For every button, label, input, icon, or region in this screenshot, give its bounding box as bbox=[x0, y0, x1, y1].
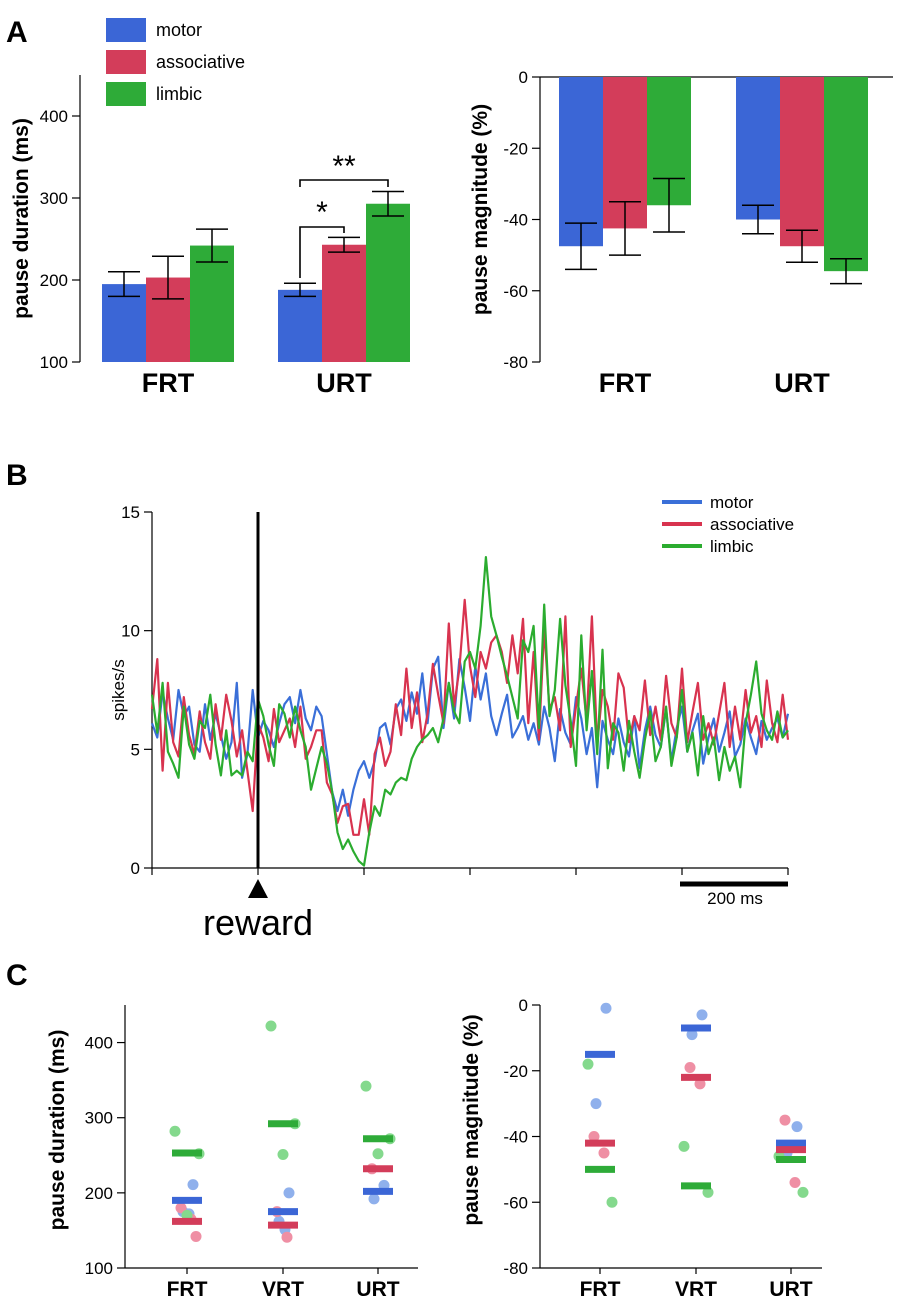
chart-pause-duration-bar: 100 200 300 400 pause duration (ms) FRT URT ***… bbox=[10, 18, 410, 398]
y-tick-label: -80 bbox=[503, 1259, 528, 1278]
point-motor bbox=[600, 1002, 612, 1014]
significance-label: * bbox=[316, 196, 328, 229]
point-associative bbox=[588, 1131, 600, 1142]
point-associative bbox=[789, 1177, 801, 1189]
y-tick-label: -20 bbox=[503, 139, 528, 158]
point-motor bbox=[187, 1179, 199, 1191]
bar-associative-urt bbox=[780, 77, 824, 247]
y-tick-label: -60 bbox=[503, 1193, 528, 1212]
legend-label-motor: motor bbox=[710, 493, 754, 512]
chart-pause-magnitude-scatter: 0 -20 -40 -60 -80 pause magnitude (%) FRT VRT UR… bbox=[460, 996, 822, 1300]
point-limbic bbox=[265, 1020, 277, 1032]
y-tick-label: -40 bbox=[503, 211, 528, 230]
y-axis-label: pause duration (ms) bbox=[46, 1030, 69, 1231]
reward-label: reward bbox=[203, 902, 313, 943]
bar-limbic-urt bbox=[366, 203, 410, 362]
y-tick-label: 400 bbox=[40, 107, 68, 126]
category-label-frt: FRT bbox=[599, 368, 652, 398]
y-tick-label: -80 bbox=[503, 353, 528, 372]
point-associative bbox=[598, 1147, 610, 1159]
point-associative bbox=[175, 1202, 187, 1214]
legend-swatch-associative bbox=[106, 50, 146, 74]
y-tick-label: 0 bbox=[519, 996, 528, 1015]
point-limbic bbox=[372, 1148, 384, 1160]
point-motor bbox=[696, 1009, 708, 1021]
point-motor bbox=[791, 1121, 803, 1133]
point-limbic bbox=[169, 1125, 181, 1137]
category-label-urt: URT bbox=[769, 1278, 812, 1300]
bar-motor-frt bbox=[559, 77, 603, 247]
category-label-vrt: VRT bbox=[675, 1278, 717, 1300]
legend-label-limbic: limbic bbox=[710, 537, 754, 556]
y-tick-label: 100 bbox=[85, 1259, 113, 1278]
y-tick-label: 300 bbox=[85, 1109, 113, 1128]
significance-bracket-motor-limbic bbox=[299, 179, 389, 187]
legend-swatch-limbic bbox=[106, 82, 146, 106]
y-tick-label: 0 bbox=[131, 859, 140, 878]
y-axis-label: pause magnitude (%) bbox=[469, 104, 492, 315]
point-limbic bbox=[702, 1186, 714, 1198]
bar-motor-urt bbox=[736, 77, 780, 220]
point-limbic bbox=[360, 1080, 372, 1092]
y-tick-label: 100 bbox=[40, 353, 68, 372]
bar-limbic-urt bbox=[824, 77, 868, 272]
panel-label-b: B bbox=[6, 459, 28, 492]
category-label-frt: FRT bbox=[167, 1278, 208, 1300]
point-associative bbox=[281, 1231, 293, 1243]
point-motor bbox=[283, 1187, 295, 1199]
category-label-urt: URT bbox=[774, 368, 830, 398]
point-motor bbox=[368, 1193, 380, 1205]
y-tick-label: 10 bbox=[121, 622, 140, 641]
panel-label-c: C bbox=[6, 959, 28, 992]
y-tick-label: 5 bbox=[131, 740, 140, 759]
legend-label-limbic: limbic bbox=[156, 84, 202, 104]
legend-swatch-motor bbox=[106, 18, 146, 42]
bar-motor-urt bbox=[278, 289, 322, 362]
bar-associative-urt bbox=[322, 244, 366, 362]
point-limbic bbox=[582, 1058, 594, 1070]
point-motor bbox=[590, 1098, 602, 1110]
y-tick-label: -60 bbox=[503, 282, 528, 301]
y-tick-label: 300 bbox=[40, 189, 68, 208]
y-tick-label: 200 bbox=[40, 271, 68, 290]
reward-marker-icon bbox=[248, 879, 268, 898]
y-axis-label: pause magnitude (%) bbox=[460, 1014, 483, 1225]
category-label-urt: URT bbox=[356, 1278, 399, 1300]
significance-bracket-motor-associative bbox=[299, 226, 345, 278]
y-axis-label: spikes/s bbox=[109, 659, 128, 720]
panel-label-a: A bbox=[6, 16, 28, 49]
y-tick-label: 15 bbox=[121, 503, 140, 522]
chart-pause-magnitude-bar: 0 -20 -40 -60 -80 pause magnitude (%) FRT URT bbox=[469, 68, 893, 398]
category-label-frt: FRT bbox=[580, 1278, 621, 1300]
category-label-vrt: VRT bbox=[262, 1278, 304, 1300]
y-tick-label: 200 bbox=[85, 1184, 113, 1203]
legend-label-associative: associative bbox=[710, 515, 794, 534]
point-limbic bbox=[678, 1140, 690, 1152]
y-tick-label: -20 bbox=[503, 1062, 528, 1081]
point-associative bbox=[684, 1061, 696, 1073]
y-tick-label: -40 bbox=[503, 1128, 528, 1147]
y-axis-label: pause duration (ms) bbox=[10, 118, 33, 319]
point-limbic bbox=[797, 1186, 809, 1198]
chart-spike-rate-timecourse: 0 5 10 15 spikes/s reward 200 ms motor associati… bbox=[109, 493, 794, 943]
point-associative bbox=[694, 1078, 706, 1090]
significance-label: ** bbox=[332, 150, 356, 183]
point-motor bbox=[686, 1029, 698, 1041]
category-label-frt: FRT bbox=[142, 368, 195, 398]
point-limbic bbox=[277, 1149, 289, 1161]
point-limbic bbox=[606, 1196, 618, 1208]
y-tick-label: 400 bbox=[85, 1034, 113, 1053]
bar-limbic-frt bbox=[190, 245, 234, 362]
scale-bar-label: 200 ms bbox=[707, 889, 763, 908]
point-associative bbox=[190, 1230, 202, 1242]
legend-label-associative: associative bbox=[156, 52, 245, 72]
category-label-urt: URT bbox=[316, 368, 372, 398]
y-tick-label: 0 bbox=[519, 68, 528, 87]
legend-label-motor: motor bbox=[156, 20, 202, 40]
chart-pause-duration-scatter: 100 200 300 400 pause duration (ms) FRT VRT URT bbox=[46, 1005, 418, 1300]
point-associative bbox=[779, 1114, 791, 1126]
